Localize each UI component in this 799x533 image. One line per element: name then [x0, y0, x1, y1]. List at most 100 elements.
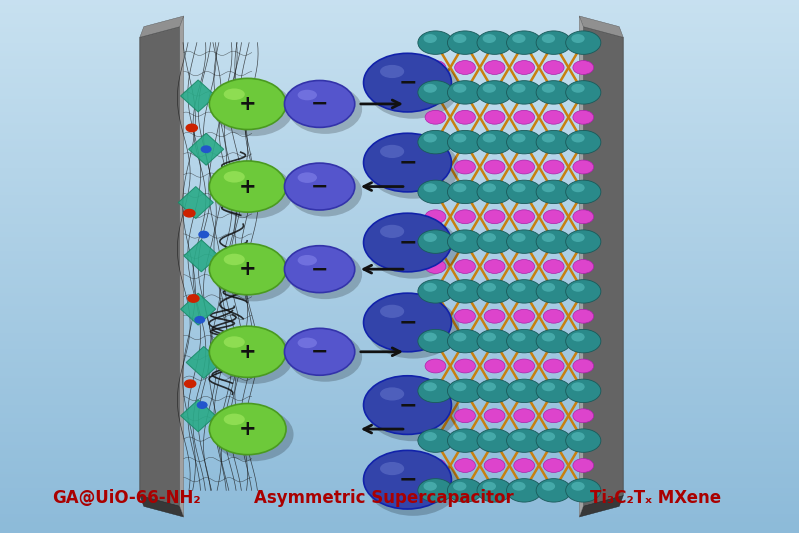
Ellipse shape	[297, 255, 317, 265]
Circle shape	[484, 160, 505, 174]
Bar	[0, 200, 799, 203]
Circle shape	[423, 84, 437, 93]
Bar	[0, 251, 799, 253]
Bar	[0, 426, 799, 429]
Ellipse shape	[224, 88, 244, 100]
Circle shape	[423, 482, 437, 491]
Bar	[0, 312, 799, 314]
Bar	[0, 152, 799, 155]
Bar	[0, 253, 799, 256]
Bar	[0, 368, 799, 370]
Bar	[0, 235, 799, 237]
Bar	[0, 413, 799, 416]
Circle shape	[184, 209, 195, 217]
Circle shape	[507, 329, 542, 353]
Circle shape	[453, 84, 467, 93]
Bar	[0, 301, 799, 304]
Bar	[0, 229, 799, 232]
Bar	[0, 136, 799, 139]
Circle shape	[542, 183, 555, 192]
Bar	[0, 48, 799, 51]
Polygon shape	[579, 16, 623, 37]
Circle shape	[512, 432, 526, 441]
Bar	[0, 13, 799, 16]
Bar	[0, 381, 799, 384]
Bar	[0, 261, 799, 264]
Circle shape	[536, 180, 571, 204]
Bar	[0, 197, 799, 200]
Bar	[0, 144, 799, 147]
Text: −: −	[398, 152, 417, 173]
Bar	[0, 187, 799, 189]
Bar	[0, 269, 799, 272]
Circle shape	[477, 280, 512, 303]
Bar	[0, 112, 799, 115]
Circle shape	[455, 309, 475, 323]
Circle shape	[447, 180, 483, 204]
Circle shape	[484, 309, 505, 323]
Bar	[0, 472, 799, 474]
Bar	[0, 224, 799, 227]
Circle shape	[425, 110, 446, 124]
Circle shape	[573, 458, 594, 472]
Bar	[0, 416, 799, 418]
Circle shape	[418, 131, 453, 154]
Bar	[0, 27, 799, 29]
Ellipse shape	[367, 137, 459, 199]
Circle shape	[512, 84, 526, 93]
Circle shape	[197, 402, 207, 408]
Circle shape	[423, 34, 437, 43]
Bar	[0, 277, 799, 280]
Ellipse shape	[367, 57, 459, 119]
Bar	[0, 128, 799, 131]
Circle shape	[484, 409, 505, 423]
Bar	[0, 19, 799, 21]
Ellipse shape	[284, 328, 355, 375]
Bar	[0, 211, 799, 213]
Polygon shape	[579, 16, 583, 517]
Circle shape	[447, 379, 483, 402]
Bar	[0, 304, 799, 306]
Bar	[0, 490, 799, 493]
Bar	[0, 344, 799, 346]
Bar	[0, 402, 799, 405]
Circle shape	[543, 409, 564, 423]
Circle shape	[447, 329, 483, 353]
Bar	[0, 394, 799, 397]
Bar	[0, 21, 799, 24]
Bar	[0, 322, 799, 325]
Circle shape	[418, 479, 453, 502]
Bar	[0, 192, 799, 195]
Bar	[0, 306, 799, 309]
Ellipse shape	[367, 297, 459, 359]
Bar	[0, 40, 799, 43]
Circle shape	[512, 233, 526, 242]
Bar	[0, 336, 799, 338]
Bar	[0, 171, 799, 173]
Circle shape	[195, 317, 205, 323]
Text: −: −	[398, 395, 417, 415]
Ellipse shape	[380, 305, 404, 318]
Circle shape	[477, 329, 512, 353]
Bar	[0, 208, 799, 211]
Circle shape	[425, 309, 446, 323]
Circle shape	[455, 359, 475, 373]
Circle shape	[543, 309, 564, 323]
Ellipse shape	[224, 336, 244, 348]
Ellipse shape	[367, 217, 459, 279]
Bar	[0, 282, 799, 285]
Bar	[0, 314, 799, 317]
Circle shape	[507, 31, 542, 54]
Circle shape	[571, 233, 585, 242]
Circle shape	[453, 233, 467, 242]
Circle shape	[418, 280, 453, 303]
Circle shape	[571, 482, 585, 491]
Bar	[0, 0, 799, 3]
Circle shape	[423, 283, 437, 292]
Circle shape	[186, 124, 197, 132]
Circle shape	[455, 260, 475, 273]
Ellipse shape	[284, 246, 355, 293]
Bar	[0, 219, 799, 221]
Circle shape	[566, 230, 601, 253]
Bar	[0, 450, 799, 453]
